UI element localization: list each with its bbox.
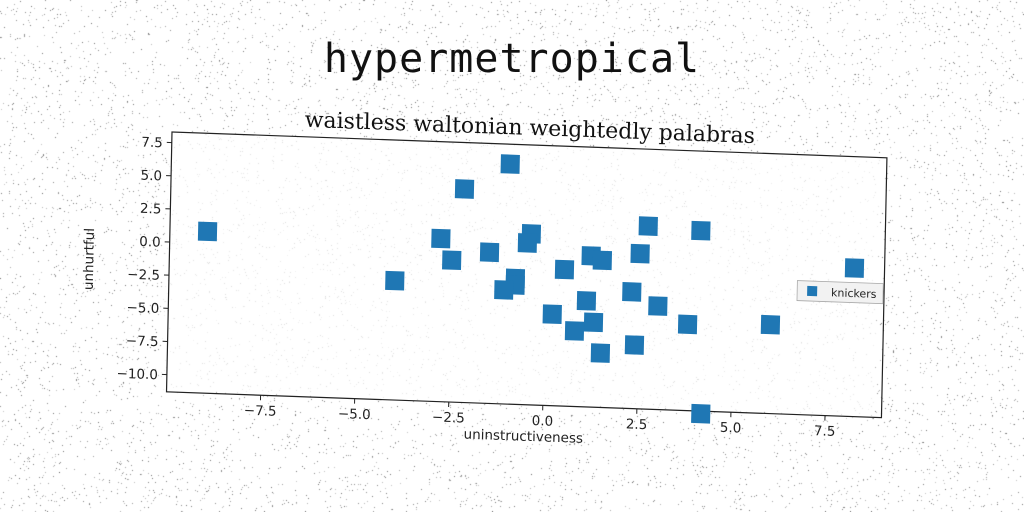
data-point bbox=[691, 403, 711, 424]
legend-frame bbox=[796, 280, 884, 305]
data-point bbox=[624, 335, 645, 355]
x-axis: −7.5 −5.0 −2.5 0.0 2.5 5.0 7.5 bbox=[244, 395, 836, 440]
data-point bbox=[691, 220, 711, 241]
y-tick-label: 0.0 bbox=[139, 234, 161, 251]
data-point bbox=[542, 304, 562, 325]
x-tick-label: −7.5 bbox=[244, 403, 277, 420]
data-point bbox=[479, 242, 500, 263]
data-point bbox=[648, 296, 668, 316]
data-point bbox=[517, 233, 538, 253]
figure-title: hypermetropical bbox=[323, 36, 701, 82]
y-tick-label: −5.0 bbox=[126, 300, 159, 317]
data-point bbox=[442, 250, 462, 271]
y-axis-label: unhurtful bbox=[81, 228, 98, 291]
data-point bbox=[677, 314, 698, 335]
x-tick-label: −2.5 bbox=[432, 409, 465, 426]
data-point bbox=[431, 228, 451, 249]
y-tick-label: −2.5 bbox=[127, 267, 160, 284]
data-point bbox=[638, 216, 658, 236]
data-point bbox=[454, 179, 475, 199]
data-point bbox=[622, 282, 642, 302]
legend-label-knickers: knickers bbox=[831, 286, 877, 301]
data-point bbox=[385, 270, 405, 291]
data-point bbox=[576, 291, 597, 311]
y-tick-label: 5.0 bbox=[140, 168, 162, 185]
x-tick-label: 5.0 bbox=[720, 420, 742, 437]
data-point bbox=[844, 258, 865, 278]
data-point bbox=[592, 250, 613, 271]
y-tick-label: 7.5 bbox=[141, 135, 163, 152]
data-point bbox=[760, 314, 781, 335]
y-tick-label: −10.0 bbox=[116, 366, 158, 383]
data-point bbox=[583, 312, 604, 333]
legend-marker bbox=[807, 285, 818, 297]
chart-title: waistless waltonian weightedly palabras bbox=[304, 108, 755, 149]
y-axis: 7.5 5.0 2.5 0.0 −2.5 −5.0 −7.5 −10.0 bbox=[116, 135, 172, 383]
legend: knickers bbox=[796, 280, 884, 305]
data-point bbox=[494, 280, 514, 300]
x-tick-label: −5.0 bbox=[338, 406, 371, 423]
data-point bbox=[564, 321, 585, 341]
x-tick-label: 0.0 bbox=[532, 413, 554, 430]
x-axis-label: uninstructiveness bbox=[463, 427, 583, 447]
axes-frame bbox=[165, 131, 888, 419]
data-point bbox=[630, 243, 650, 264]
data-point bbox=[590, 343, 611, 363]
x-tick-label: 2.5 bbox=[626, 416, 648, 433]
data-point bbox=[197, 221, 218, 242]
data-points bbox=[197, 154, 865, 424]
data-point bbox=[554, 259, 575, 280]
data-point bbox=[500, 154, 520, 174]
y-tick-label: 2.5 bbox=[140, 201, 162, 218]
y-tick-label: −7.5 bbox=[126, 333, 159, 350]
x-tick-label: 7.5 bbox=[814, 423, 836, 440]
